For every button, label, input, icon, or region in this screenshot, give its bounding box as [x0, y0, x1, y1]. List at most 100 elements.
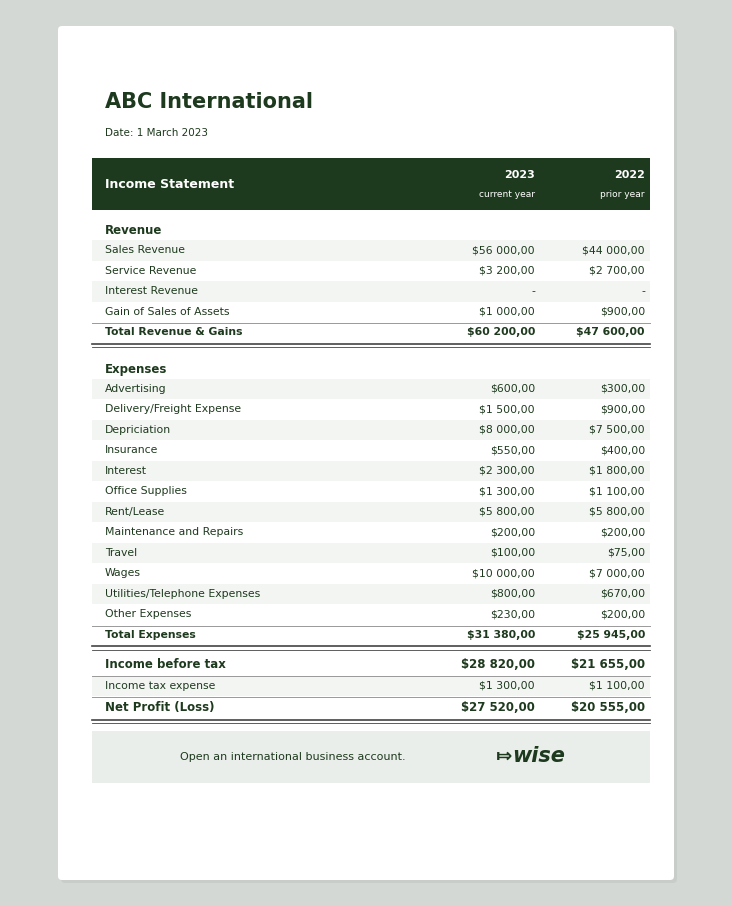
Text: Interest Revenue: Interest Revenue — [105, 286, 198, 296]
Text: $900,00: $900,00 — [600, 307, 645, 317]
Text: 2022: 2022 — [614, 169, 645, 179]
Text: $1 000,00: $1 000,00 — [479, 307, 535, 317]
Text: Travel: Travel — [105, 548, 137, 558]
Text: $200,00: $200,00 — [490, 527, 535, 537]
FancyBboxPatch shape — [61, 29, 677, 883]
Text: Sales Revenue: Sales Revenue — [105, 246, 185, 255]
Text: $3 200,00: $3 200,00 — [479, 265, 535, 275]
Text: $20 555,00: $20 555,00 — [571, 700, 645, 714]
Text: $1 800,00: $1 800,00 — [589, 466, 645, 476]
Text: $5 800,00: $5 800,00 — [479, 506, 535, 516]
Bar — [92, 261, 650, 281]
Bar — [92, 502, 650, 522]
Bar — [92, 563, 650, 583]
Text: Total Revenue & Gains: Total Revenue & Gains — [105, 327, 242, 337]
Bar — [92, 379, 650, 399]
Text: $56 000,00: $56 000,00 — [472, 246, 535, 255]
Text: $47 600,00: $47 600,00 — [577, 327, 645, 337]
Bar — [92, 158, 650, 210]
Text: Insurance: Insurance — [105, 445, 158, 455]
Bar — [92, 399, 650, 419]
Bar — [92, 440, 650, 460]
Text: Total Expenses: Total Expenses — [105, 630, 195, 640]
Text: $75,00: $75,00 — [607, 548, 645, 558]
Text: $230,00: $230,00 — [490, 609, 535, 619]
Text: Expenses: Expenses — [105, 363, 168, 376]
Text: $1 300,00: $1 300,00 — [479, 680, 535, 690]
Text: -: - — [641, 286, 645, 296]
Text: $800,00: $800,00 — [490, 589, 535, 599]
Bar — [92, 419, 650, 440]
Text: Open an international business account.: Open an international business account. — [179, 751, 406, 762]
Text: Depriciation: Depriciation — [105, 425, 171, 435]
Bar — [92, 604, 650, 624]
Text: ABC International: ABC International — [105, 92, 313, 112]
Text: $2 700,00: $2 700,00 — [589, 265, 645, 275]
FancyBboxPatch shape — [58, 26, 674, 880]
Bar — [92, 583, 650, 604]
Bar — [92, 730, 650, 783]
Text: Gain of Sales of Assets: Gain of Sales of Assets — [105, 307, 230, 317]
Text: Delivery/Freight Expense: Delivery/Freight Expense — [105, 404, 241, 414]
Bar — [92, 522, 650, 543]
Text: Net Profit (Loss): Net Profit (Loss) — [105, 700, 214, 714]
Text: $60 200,00: $60 200,00 — [466, 327, 535, 337]
Bar — [92, 322, 650, 342]
Text: $1 100,00: $1 100,00 — [589, 487, 645, 496]
Bar — [92, 481, 650, 502]
Text: $28 820,00: $28 820,00 — [461, 658, 535, 670]
Text: $200,00: $200,00 — [600, 527, 645, 537]
Text: Other Expenses: Other Expenses — [105, 609, 191, 619]
Text: prior year: prior year — [600, 190, 645, 199]
Text: $300,00: $300,00 — [600, 384, 645, 394]
Text: $200,00: $200,00 — [600, 609, 645, 619]
Text: $7 000,00: $7 000,00 — [589, 568, 645, 578]
Text: $100,00: $100,00 — [490, 548, 535, 558]
Text: $1 100,00: $1 100,00 — [589, 680, 645, 690]
Text: $900,00: $900,00 — [600, 404, 645, 414]
Text: $10 000,00: $10 000,00 — [472, 568, 535, 578]
Text: $31 380,00: $31 380,00 — [466, 630, 535, 640]
Text: Revenue: Revenue — [105, 225, 163, 237]
Text: Interest: Interest — [105, 466, 147, 476]
Text: 2023: 2023 — [504, 169, 535, 179]
Text: Maintenance and Repairs: Maintenance and Repairs — [105, 527, 243, 537]
Text: wise: wise — [512, 747, 565, 766]
Text: Rent/Lease: Rent/Lease — [105, 506, 165, 516]
Text: Income before tax: Income before tax — [105, 658, 226, 670]
Text: Utilities/Telephone Expenses: Utilities/Telephone Expenses — [105, 589, 261, 599]
Bar — [92, 302, 650, 322]
Text: $27 520,00: $27 520,00 — [461, 700, 535, 714]
Bar — [92, 543, 650, 563]
Text: $670,00: $670,00 — [600, 589, 645, 599]
Text: Service Revenue: Service Revenue — [105, 265, 196, 275]
Text: Date: 1 March 2023: Date: 1 March 2023 — [105, 128, 208, 138]
Text: Office Supplies: Office Supplies — [105, 487, 187, 496]
Bar — [92, 460, 650, 481]
Bar — [92, 653, 650, 676]
Text: Wages: Wages — [105, 568, 141, 578]
Text: $1 300,00: $1 300,00 — [479, 487, 535, 496]
Bar — [92, 240, 650, 261]
Bar — [92, 676, 650, 696]
Text: -: - — [531, 286, 535, 296]
Text: current year: current year — [479, 190, 535, 199]
Text: $400,00: $400,00 — [600, 445, 645, 455]
Text: $44 000,00: $44 000,00 — [583, 246, 645, 255]
Text: $25 945,00: $25 945,00 — [577, 630, 645, 640]
Text: $1 500,00: $1 500,00 — [479, 404, 535, 414]
Text: Income tax expense: Income tax expense — [105, 680, 215, 690]
Text: $21 655,00: $21 655,00 — [571, 658, 645, 670]
Bar — [92, 696, 650, 718]
Text: $600,00: $600,00 — [490, 384, 535, 394]
Text: $2 300,00: $2 300,00 — [479, 466, 535, 476]
Text: Advertising: Advertising — [105, 384, 167, 394]
Bar — [92, 281, 650, 302]
Text: $8 000,00: $8 000,00 — [479, 425, 535, 435]
Text: $7 500,00: $7 500,00 — [589, 425, 645, 435]
Bar — [92, 624, 650, 645]
Text: $5 800,00: $5 800,00 — [589, 506, 645, 516]
Text: ⤇: ⤇ — [496, 747, 512, 766]
Text: $550,00: $550,00 — [490, 445, 535, 455]
Text: Income Statement: Income Statement — [105, 178, 234, 190]
